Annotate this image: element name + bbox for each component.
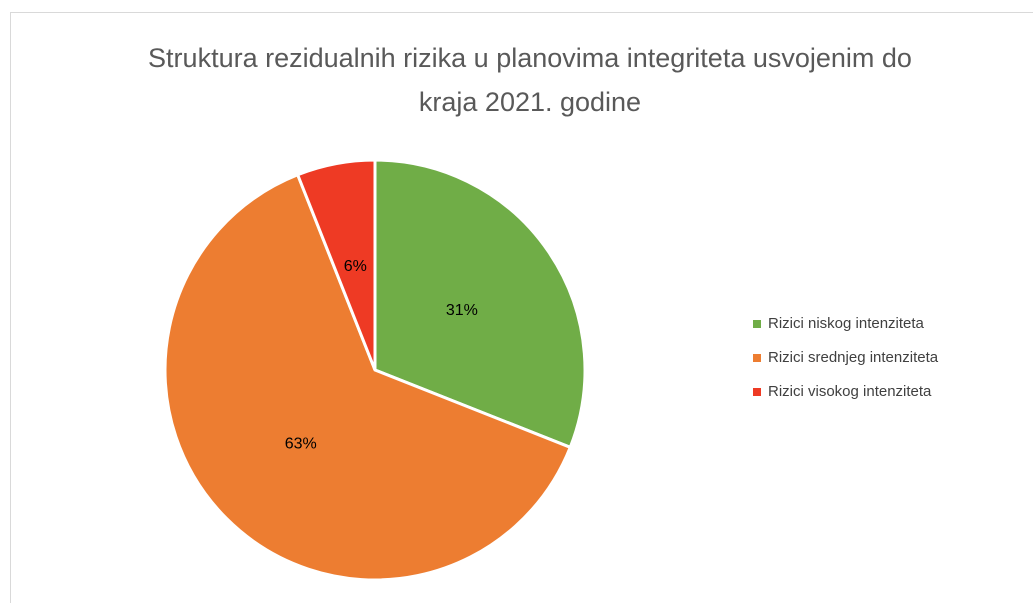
- chart-title: Struktura rezidualnih rizika u planovima…: [148, 43, 912, 117]
- pie-slice: [373, 158, 587, 450]
- pie-slice: [163, 172, 573, 582]
- legend-label: Rizici niskog intenziteta: [768, 315, 925, 332]
- legend-swatch: [753, 354, 761, 362]
- chart-border: [10, 12, 1033, 603]
- data-label: 31%: [446, 302, 478, 319]
- legend-label: Rizici visokog intenziteta: [768, 383, 932, 400]
- data-label: 63%: [285, 435, 317, 452]
- data-label: 6%: [344, 258, 367, 275]
- legend-swatch: [753, 320, 761, 328]
- pie-slice: [295, 158, 377, 371]
- legend-swatch: [753, 388, 761, 396]
- legend-label: Rizici srednjeg intenziteta: [768, 349, 939, 366]
